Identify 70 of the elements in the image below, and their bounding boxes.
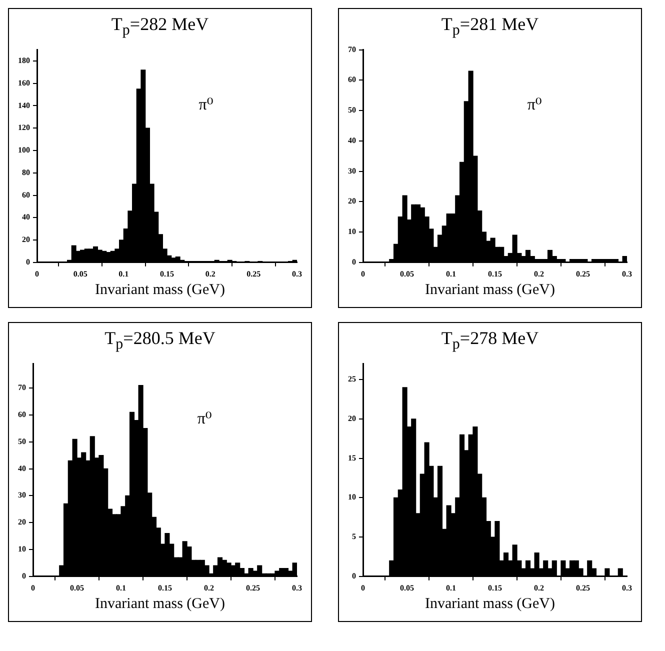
x-tick-label: 0.05 [73,268,88,278]
y-tick-label: 60 [18,410,26,419]
x-tick-label: 0.05 [400,582,414,592]
x-tick-label: 0.1 [446,268,456,278]
x-tick-label: 0.25 [246,582,260,592]
chart-title: T$_{p}$=281 MeV [440,13,540,41]
y-tick-label: 20 [22,234,30,244]
x-tick-label: 0.15 [488,268,502,278]
x-tick-label: 0.15 [488,582,502,592]
y-tick-label: 70 [18,382,26,392]
y-tick-label: 60 [348,74,356,84]
x-tick-label: 0.1 [116,582,126,592]
x-axis-title: Invariant mass (GeV) [424,282,556,299]
y-tick-label: 0 [352,571,356,580]
x-axis-title: Invariant mass (GeV) [424,596,556,613]
y-tick-label: 40 [348,136,356,145]
y-tick-label: 80 [22,168,30,177]
x-tick-label: 0.05 [70,582,84,592]
x-tick-label: 0.2 [205,268,216,278]
y-tick-label: 5 [352,532,356,541]
y-tick-label: 20 [348,196,356,206]
y-tick-label: 180 [18,56,30,65]
x-tick-label: 0.15 [158,582,172,592]
x-tick-label: 0.25 [576,582,590,592]
x-tick-label: 0.1 [446,582,456,592]
y-tick-label: 30 [348,166,356,175]
y-tick-label: 70 [348,44,356,54]
y-tick-label: 60 [22,190,30,199]
y-tick-label: 20 [18,517,26,526]
x-axis-title: Invariant mass (GeV) [94,596,226,613]
x-tick-label: 0.05 [400,268,414,278]
chart-title: T$_{p}$=280.5 MeV [104,327,216,355]
x-tick-label: 0 [361,268,365,278]
y-tick-label: 10 [18,544,26,554]
y-tick-label: 10 [348,226,356,236]
y-tick-label: 40 [22,212,30,222]
annotation: π⁰ [197,410,212,427]
x-axis-title: Invariant mass (GeV) [94,282,226,299]
y-tick-label: 0 [352,257,356,266]
annotation: π⁰ [527,96,542,113]
y-tick-label: 50 [18,436,26,446]
x-tick-label: 0.2 [534,268,544,278]
x-tick-label: 0 [35,268,39,278]
x-tick-label: 0.3 [292,268,302,278]
chart-title: T$_{p}$=278 MeV [440,327,540,355]
x-tick-label: 0.2 [204,582,214,592]
x-tick-label: 0.15 [160,268,174,278]
y-tick-label: 0 [26,257,30,266]
y-tick-label: 10 [348,492,356,502]
y-tick-label: 25 [348,374,356,384]
y-tick-label: 140 [18,100,30,110]
x-tick-label: 0.1 [118,268,129,278]
y-tick-label: 15 [348,452,356,462]
y-tick-label: 120 [18,122,30,132]
y-tick-label: 40 [18,463,26,472]
x-tick-label: 0.25 [576,268,590,278]
y-tick-label: 160 [18,78,30,88]
x-tick-label: 0.3 [622,582,632,592]
x-tick-label: 0.2 [534,582,544,592]
x-tick-label: 0.25 [246,268,261,278]
x-tick-label: 0.3 [292,582,302,592]
y-tick-label: 0 [22,571,26,580]
annotation: π⁰ [198,96,214,113]
chart-title: T$_{p}$=282 MeV [110,13,210,41]
y-tick-label: 30 [18,490,26,500]
x-tick-label: 0 [361,582,365,592]
y-tick-label: 100 [18,145,30,154]
y-tick-label: 50 [348,105,356,114]
x-tick-label: 0.3 [622,268,632,278]
y-tick-label: 20 [348,414,356,423]
